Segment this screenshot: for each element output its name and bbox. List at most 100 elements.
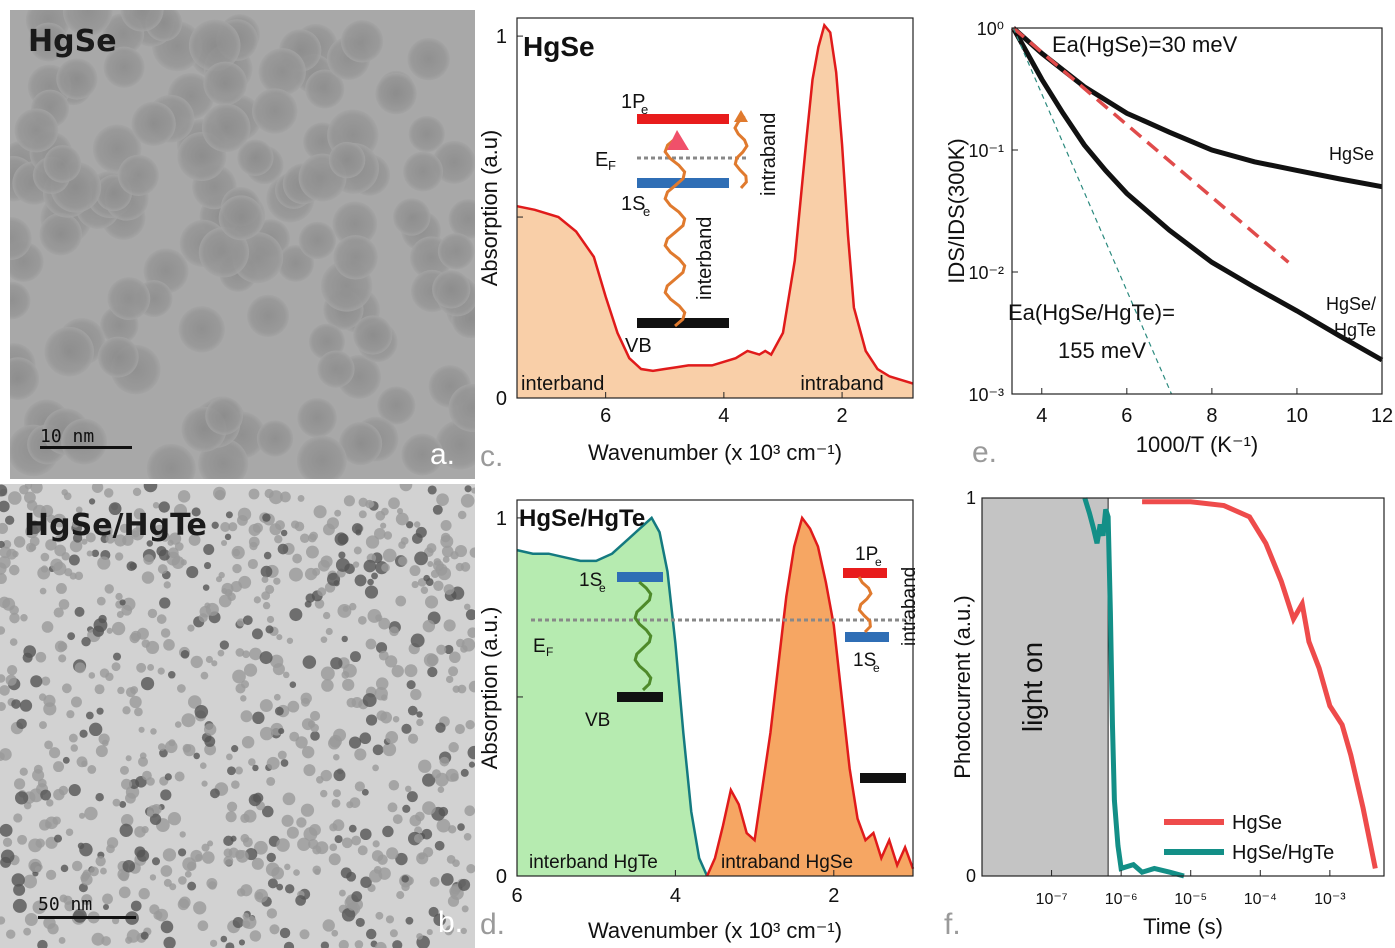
x-tick-label: 12 <box>1371 405 1393 427</box>
nanocrystal <box>13 778 26 790</box>
annotation-intraband-hgse: intraband HgSe <box>721 852 853 873</box>
nanocrystal <box>435 419 475 470</box>
nanocrystal <box>431 769 441 779</box>
nanocrystal <box>338 551 346 559</box>
arrow-head <box>667 130 689 150</box>
nanocrystal <box>292 553 303 564</box>
nanocrystal <box>122 534 134 546</box>
nanocrystal <box>463 832 472 841</box>
nanocrystal <box>211 521 219 529</box>
scale-bar-label: 10 nm <box>40 426 95 447</box>
nanocrystal <box>100 867 107 875</box>
nanocrystal <box>112 652 122 661</box>
nanocrystal <box>448 383 475 432</box>
nanocrystal <box>360 876 372 888</box>
nanocrystal <box>111 621 126 636</box>
nanocrystal <box>13 883 26 896</box>
x-tick-label: 2 <box>837 405 848 427</box>
nanocrystal <box>71 520 80 528</box>
nanocrystal <box>224 589 233 597</box>
nanocrystal <box>228 522 238 532</box>
nanocrystal <box>427 666 438 678</box>
nanocrystal <box>346 801 354 809</box>
panel-letter-b: b. <box>438 906 464 939</box>
y-tick-label: 10⁻² <box>968 263 1004 283</box>
nanocrystal <box>334 835 343 844</box>
nanocrystal <box>101 739 109 747</box>
nanocrystal <box>437 786 445 793</box>
nanocrystal <box>85 711 94 720</box>
nanocrystal <box>273 577 281 585</box>
nanocrystal <box>358 510 367 519</box>
nanocrystal <box>261 591 271 600</box>
chart-f-photocurrent: light on 10⁻⁷ 10⁻⁶ 10⁻⁵ 10⁻⁴ 10⁻³ 0 1 Time (s) Ph… <box>950 488 1385 939</box>
nanocrystal <box>61 489 68 496</box>
nanocrystal <box>445 925 455 934</box>
nanocrystal <box>122 706 131 715</box>
nanocrystal <box>176 684 186 693</box>
x-tick-label: 10⁻⁷ <box>1036 891 1068 908</box>
nanocrystal <box>300 692 312 704</box>
nanocrystal <box>341 837 353 849</box>
nanocrystal <box>406 680 416 690</box>
nanocrystal <box>53 761 65 773</box>
nanocrystal <box>266 615 275 624</box>
x-tick-label: 8 <box>1206 405 1217 427</box>
nanocrystal <box>187 695 202 709</box>
nanocrystal <box>389 929 398 938</box>
nanocrystal <box>418 853 425 860</box>
nanocrystal <box>188 534 201 546</box>
nanocrystal <box>376 642 388 654</box>
nanocrystal <box>301 718 314 731</box>
series-line-3 <box>1012 27 1173 395</box>
plot-frame <box>516 499 914 877</box>
nanocrystal <box>393 198 431 236</box>
nanocrystal <box>27 520 42 535</box>
nanocrystal <box>231 780 240 789</box>
nanocrystal <box>288 567 303 582</box>
nanocrystal <box>331 798 341 808</box>
tem-hgse-texture <box>10 10 475 479</box>
series-line-1 <box>1082 497 1185 879</box>
nanocrystal <box>235 766 243 775</box>
scale-bar-label: 50 nm <box>38 894 93 915</box>
nanocrystal <box>155 908 169 922</box>
nanocrystal <box>136 662 147 673</box>
nanocrystal <box>357 845 368 856</box>
nanocrystal <box>435 722 446 733</box>
nanocrystal <box>302 655 317 669</box>
nanocrystal <box>164 773 172 781</box>
nanocrystal <box>296 435 347 479</box>
nanocrystal <box>279 491 291 503</box>
nanocrystal <box>455 562 464 572</box>
nanocrystal <box>138 756 148 767</box>
nanocrystal <box>254 888 269 903</box>
series-line-2 <box>1012 26 1290 264</box>
y-tick-label: 10⁻¹ <box>968 141 1004 161</box>
nanocrystal <box>322 919 335 932</box>
nanocrystal <box>372 764 379 772</box>
x-tick-label: 6 <box>600 405 611 427</box>
nanocrystal <box>207 840 214 847</box>
nanocrystal <box>373 527 386 540</box>
nanocrystal <box>220 539 228 547</box>
nanocrystal <box>354 940 364 948</box>
nanocrystal <box>309 824 321 836</box>
nanocrystal <box>53 607 64 618</box>
nanocrystal <box>209 939 218 947</box>
nanocrystal <box>333 753 340 761</box>
nanocrystal <box>61 418 108 465</box>
nanocrystal <box>8 491 22 505</box>
nanocrystal <box>252 711 265 725</box>
series-line-0 <box>516 515 709 877</box>
nanocrystal <box>9 605 19 615</box>
series-line-1 <box>705 515 915 877</box>
level-1pe-sub: e <box>875 555 882 569</box>
nanocrystal <box>423 653 438 668</box>
nanocrystal <box>273 693 281 701</box>
nanocrystal <box>283 941 295 948</box>
nanocrystal <box>193 752 200 760</box>
nanocrystal <box>187 881 197 891</box>
nanocrystal <box>320 789 328 798</box>
nanocrystal <box>225 811 237 823</box>
